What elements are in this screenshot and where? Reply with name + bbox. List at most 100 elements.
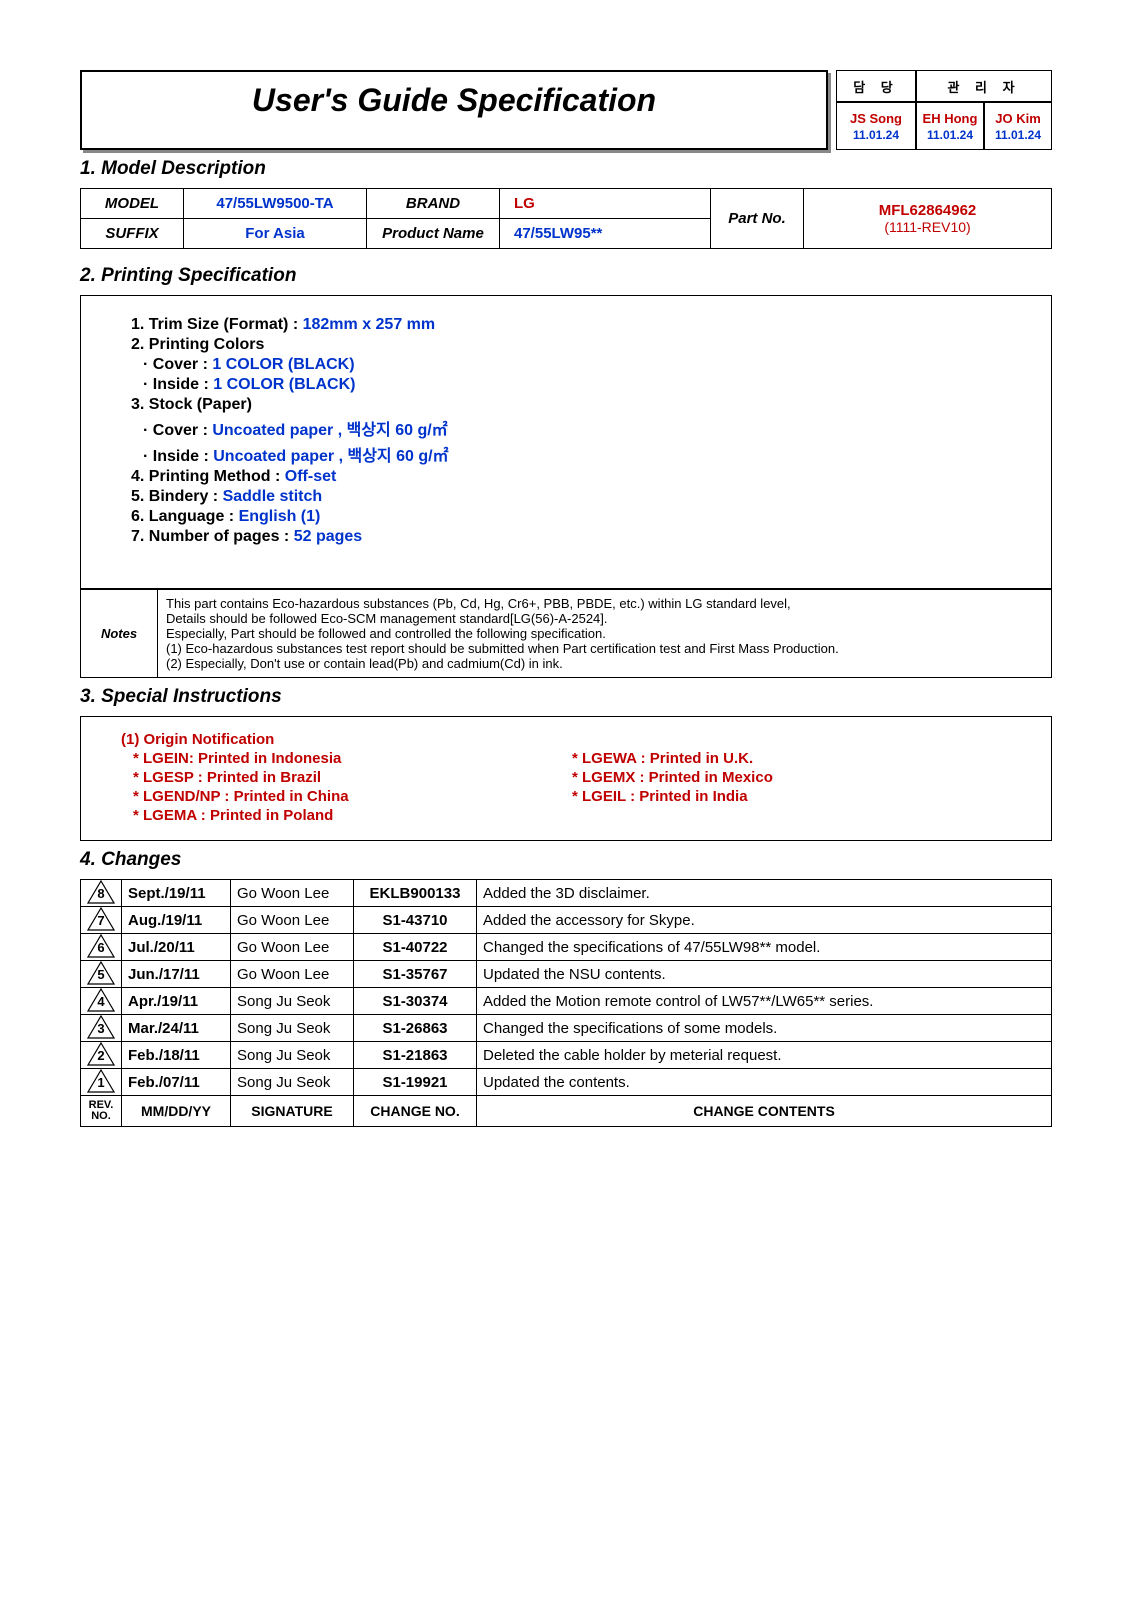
part-lbl: Part No.	[711, 189, 804, 249]
code-cell: S1-19921	[354, 1069, 477, 1096]
origin-b0: * LGEWA : Printed in U.K.	[572, 750, 1011, 767]
header-row: User's Guide Specification 담 당 관 리 자 JS …	[80, 70, 1052, 150]
notes-content: This part contains Eco-hazardous substan…	[158, 590, 1052, 678]
desc-cell: Updated the contents.	[477, 1069, 1052, 1096]
footer-sig: SIGNATURE	[231, 1096, 354, 1127]
date-cell: Aug./19/11	[122, 907, 231, 934]
suffix-val: For Asia	[184, 219, 367, 249]
footer-date: MM/DD/YY	[122, 1096, 231, 1127]
part-val: MFL62864962	[810, 202, 1045, 219]
desc-cell: Updated the NSU contents.	[477, 961, 1052, 988]
printing-method: 4. Printing Method : Off-set	[131, 468, 1011, 486]
sig-p1-date: 11.01.24	[839, 128, 913, 142]
model-table: MODEL 47/55LW9500-TA BRAND LG Part No. M…	[80, 188, 1052, 249]
inside-stock: · Inside : Uncoated paper , 백상지 60 g/㎡	[143, 442, 1011, 466]
num-pages: 7. Number of pages : 52 pages	[131, 528, 1011, 546]
sig-p3-name: JO Kim	[987, 111, 1049, 126]
sig-p2-name: EH Hong	[919, 111, 981, 126]
s3-heading: 3. Special Instructions	[80, 686, 1052, 708]
sig-p3: JO Kim 11.01.24	[984, 102, 1052, 150]
desc-cell: Changed the specifications of some model…	[477, 1015, 1052, 1042]
table-row: 3 Mar./24/11 Song Ju Seok S1-26863 Chang…	[81, 1015, 1052, 1042]
code-cell: S1-21863	[354, 1042, 477, 1069]
sig-p2-date: 11.01.24	[919, 128, 981, 142]
origin-a1: * LGESP : Printed in Brazil	[133, 769, 572, 786]
rev-cell: 2	[81, 1042, 122, 1069]
sig-col2-head: 관 리 자	[916, 70, 1052, 102]
brand-val: LG	[500, 189, 711, 219]
doc-title: User's Guide Specification	[80, 70, 828, 150]
suffix-lbl: SUFFIX	[81, 219, 184, 249]
part-rev: (1111-REV10)	[810, 219, 1045, 235]
desc-cell: Deleted the cable holder by meterial req…	[477, 1042, 1052, 1069]
table-row: 2 Feb./18/11 Song Ju Seok S1-21863 Delet…	[81, 1042, 1052, 1069]
desc-cell: Added the 3D disclaimer.	[477, 880, 1052, 907]
table-row: 8 Sept./19/11 Go Woon Lee EKLB900133 Add…	[81, 880, 1052, 907]
code-cell: S1-35767	[354, 961, 477, 988]
rev-cell: 3	[81, 1015, 122, 1042]
s4-heading: 4. Changes	[80, 849, 1052, 871]
rev-cell: 5	[81, 961, 122, 988]
model-val: 47/55LW9500-TA	[184, 189, 367, 219]
origin-a0: * LGEIN: Printed in Indonesia	[133, 750, 572, 767]
sig-cell: Go Woon Lee	[231, 934, 354, 961]
printing-colors: 2. Printing Colors	[131, 336, 1011, 354]
model-lbl: MODEL	[81, 189, 184, 219]
table-row: 7 Aug./19/11 Go Woon Lee S1-43710 Added …	[81, 907, 1052, 934]
origin-col-b: * LGEWA : Printed in U.K. * LGEMX : Prin…	[572, 748, 1011, 826]
notes-table: Notes This part contains Eco-hazardous s…	[80, 589, 1052, 678]
footer-revno: REV. NO.	[81, 1096, 122, 1127]
sig-cell: Song Ju Seok	[231, 988, 354, 1015]
rev-cell: 7	[81, 907, 122, 934]
code-cell: S1-40722	[354, 934, 477, 961]
code-cell: S1-43710	[354, 907, 477, 934]
printing-spec-box: 1. Trim Size (Format) : 182mm x 257 mm 2…	[80, 295, 1052, 589]
special-box: (1) Origin Notification * LGEIN: Printed…	[80, 716, 1052, 841]
sig-cell: Go Woon Lee	[231, 961, 354, 988]
rev-cell: 1	[81, 1069, 122, 1096]
cover-color: · Cover : 1 COLOR (BLACK)	[143, 356, 1011, 374]
changes-table: 8 Sept./19/11 Go Woon Lee EKLB900133 Add…	[80, 879, 1052, 1127]
rev-cell: 6	[81, 934, 122, 961]
date-cell: Feb./18/11	[122, 1042, 231, 1069]
date-cell: Jun./17/11	[122, 961, 231, 988]
footer-desc: CHANGE CONTENTS	[477, 1096, 1052, 1127]
bindery: 5. Bindery : Saddle stitch	[131, 488, 1011, 506]
desc-cell: Added the Motion remote control of LW57*…	[477, 988, 1052, 1015]
cover-stock: · Cover : Uncoated paper , 백상지 60 g/㎡	[143, 416, 1011, 440]
date-cell: Apr./19/11	[122, 988, 231, 1015]
origin-a2: * LGEND/NP : Printed in China	[133, 788, 572, 805]
s1-heading: 1. Model Description	[80, 158, 1052, 180]
inside-color: · Inside : 1 COLOR (BLACK)	[143, 376, 1011, 394]
desc-cell: Changed the specifications of 47/55LW98*…	[477, 934, 1052, 961]
origin-col-a: * LGEIN: Printed in Indonesia * LGESP : …	[133, 748, 572, 826]
rev-cell: 4	[81, 988, 122, 1015]
code-cell: S1-30374	[354, 988, 477, 1015]
notes-label: Notes	[81, 590, 158, 678]
origin-title: (1) Origin Notification	[121, 731, 1011, 748]
trim-size: 1. Trim Size (Format) : 182mm x 257 mm	[131, 316, 1011, 334]
sig-cell: Song Ju Seok	[231, 1042, 354, 1069]
prod-lbl: Product Name	[367, 219, 500, 249]
s2-heading: 2. Printing Specification	[80, 265, 1052, 287]
table-row: 6 Jul./20/11 Go Woon Lee S1-40722 Change…	[81, 934, 1052, 961]
table-row: 5 Jun./17/11 Go Woon Lee S1-35767 Update…	[81, 961, 1052, 988]
code-cell: S1-26863	[354, 1015, 477, 1042]
language: 6. Language : English (1)	[131, 508, 1011, 526]
sig-cell: Song Ju Seok	[231, 1069, 354, 1096]
signatory-table: 담 당 관 리 자 JS Song 11.01.24 EH Hong 11.01…	[836, 70, 1052, 150]
date-cell: Mar./24/11	[122, 1015, 231, 1042]
date-cell: Sept./19/11	[122, 880, 231, 907]
sig-p1: JS Song 11.01.24	[836, 102, 916, 150]
table-row: 4 Apr./19/11 Song Ju Seok S1-30374 Added…	[81, 988, 1052, 1015]
sig-p2: EH Hong 11.01.24	[916, 102, 984, 150]
sig-p1-name: JS Song	[839, 111, 913, 126]
table-row: 1 Feb./07/11 Song Ju Seok S1-19921 Updat…	[81, 1069, 1052, 1096]
code-cell: EKLB900133	[354, 880, 477, 907]
brand-lbl: BRAND	[367, 189, 500, 219]
changes-footer-row: REV. NO. MM/DD/YY SIGNATURE CHANGE NO. C…	[81, 1096, 1052, 1127]
prod-val: 47/55LW95**	[500, 219, 711, 249]
date-cell: Feb./07/11	[122, 1069, 231, 1096]
origin-b1: * LGEMX : Printed in Mexico	[572, 769, 1011, 786]
origin-b2: * LGEIL : Printed in India	[572, 788, 1011, 805]
